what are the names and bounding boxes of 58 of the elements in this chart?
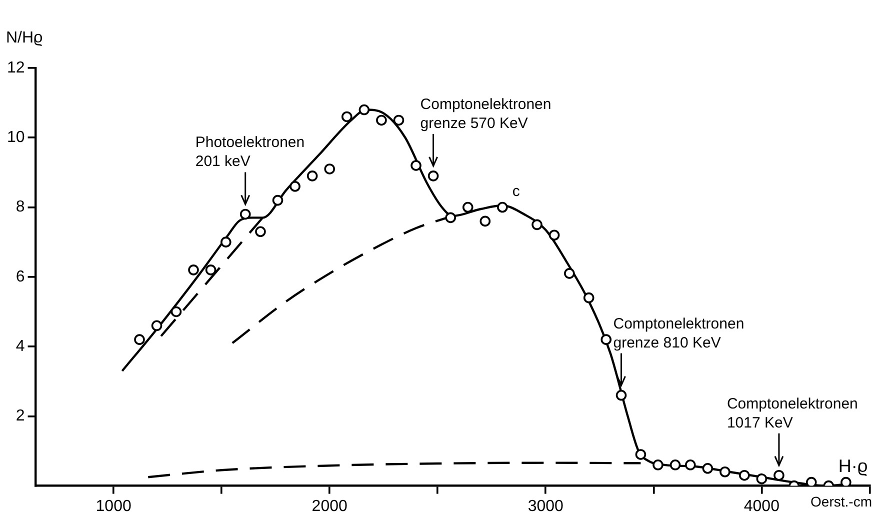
point [151, 320, 162, 332]
point [756, 473, 768, 484]
point [720, 466, 730, 478]
x-tick-label: 4000 [744, 498, 780, 515]
point [635, 449, 646, 460]
point [548, 230, 560, 241]
point [462, 202, 474, 213]
line-series [147, 462, 642, 478]
point [739, 470, 750, 481]
point [220, 236, 232, 248]
point [616, 390, 627, 401]
x-axis-title: H·ϱ [838, 456, 868, 476]
point [774, 470, 784, 481]
point [290, 180, 300, 192]
y-tick-label: 10 [7, 129, 25, 146]
point [583, 292, 594, 304]
point [341, 111, 352, 122]
annotation: c [512, 182, 520, 200]
point [445, 212, 456, 224]
point [806, 476, 817, 486]
y-tick-label: 6 [16, 268, 25, 286]
point [532, 219, 542, 230]
point [393, 114, 404, 126]
point [684, 460, 696, 470]
point [600, 334, 612, 345]
point [497, 202, 508, 213]
text: Oerst.-cm [810, 494, 872, 510]
annotation: Photoelektronen 201 keV [195, 134, 305, 170]
point [358, 104, 370, 116]
point [376, 114, 387, 126]
point [652, 460, 664, 470]
point [564, 268, 575, 279]
point [840, 476, 852, 486]
point [188, 264, 199, 276]
point [170, 306, 182, 318]
point [255, 226, 266, 238]
point [410, 160, 422, 171]
point [306, 170, 318, 182]
point [670, 460, 681, 470]
point [480, 216, 491, 227]
point [205, 264, 216, 276]
point [428, 170, 439, 182]
point [702, 462, 714, 474]
annotation: Comptonelektronen grenze 570 KeV [420, 96, 552, 132]
x-tick-label: 1000 [96, 498, 132, 515]
y-tick-label: 4 [16, 338, 25, 355]
point [324, 164, 336, 174]
y-tick-label: 8 [16, 198, 25, 216]
annotation: Comptonelektronen 1017 KeV [726, 395, 858, 432]
point [272, 194, 284, 206]
y-tick-label: 12 [7, 59, 25, 76]
y-tick-label: 2 [16, 408, 25, 425]
y-axis-title: N/Hϱ [6, 29, 43, 46]
point [240, 208, 251, 220]
annotation: Comptonelektronen grenze 810 KeV [613, 315, 744, 352]
x-tick-label: 2000 [312, 498, 348, 515]
x-tick-label: 3000 [528, 498, 564, 515]
point [134, 334, 145, 345]
